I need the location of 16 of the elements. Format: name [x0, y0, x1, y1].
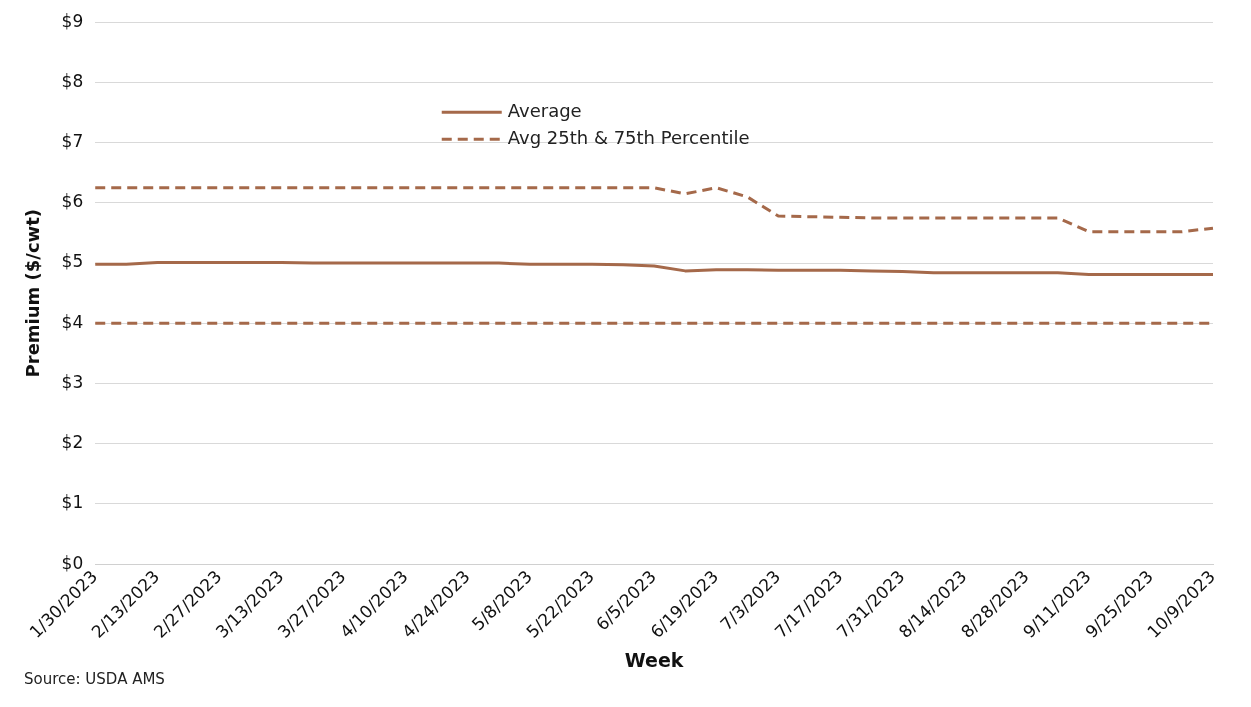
y-tick-label: $9: [61, 10, 84, 31]
y-tick-label: $7: [61, 131, 84, 152]
y-tick-label: $3: [61, 371, 84, 392]
legend-label: Avg 25th & 75th Percentile: [507, 126, 750, 148]
source-note: Source: USDA AMS: [24, 670, 165, 688]
line-series: [93, 186, 1215, 234]
legend-label: Average: [507, 99, 582, 121]
y-tick-label: $8: [61, 70, 84, 91]
y-tick-label: $4: [61, 311, 84, 332]
y-tick-label: $0: [61, 552, 84, 573]
y-tick-label: $1: [61, 492, 84, 513]
y-tick-label: $6: [61, 191, 84, 212]
x-axis-title: Week: [624, 648, 684, 671]
y-tick-label: $5: [61, 251, 84, 272]
y-tick-label: $2: [61, 432, 84, 453]
y-axis-title: Premium ($/cwt): [22, 208, 44, 378]
